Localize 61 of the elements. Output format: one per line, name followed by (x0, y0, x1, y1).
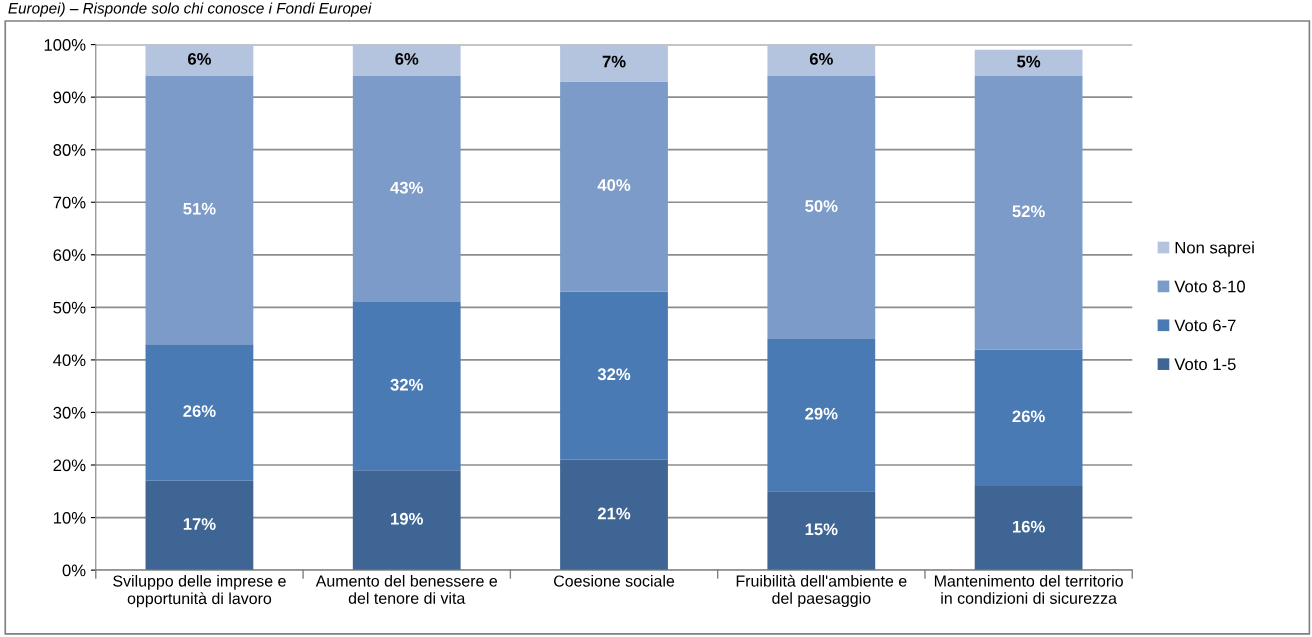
bar (974, 49, 1083, 77)
bar (145, 76, 254, 345)
y-tick-label: 20% (53, 459, 86, 472)
y-tick-label: 0% (62, 564, 86, 577)
data-label: 7% (602, 55, 626, 68)
bar (352, 302, 461, 471)
bar (767, 491, 876, 571)
legend-label: Voto 8-10 (1174, 280, 1245, 293)
data-label: 17% (183, 518, 216, 530)
bar (352, 76, 461, 303)
bar (352, 470, 461, 571)
data-label: 19% (391, 512, 423, 525)
bar (974, 349, 1083, 487)
x-tick-label: Aumento del benessere e del tenore di vita (315, 574, 498, 604)
legend-label: Voto 6-7 (1174, 319, 1236, 332)
bar (145, 44, 254, 77)
legend-label: Non saprei (1175, 241, 1254, 257)
bar (767, 338, 876, 492)
legend-label: Voto 1-5 (1174, 358, 1236, 371)
data-label: 26% (1012, 410, 1045, 423)
data-label: 15% (805, 523, 838, 536)
data-label: 21% (597, 507, 631, 520)
bar (560, 44, 668, 82)
bar (560, 81, 668, 292)
data-label: 50% (805, 200, 838, 212)
x-tick-label: Fruibilità dell'ambiente e del paesaggio (736, 574, 907, 608)
data-label: 29% (805, 407, 838, 420)
data-label: 16% (1012, 520, 1045, 533)
y-tick-label: 100% (44, 38, 86, 51)
x-tick-label: Sviluppo delle imprese e opportunità di lavoro (113, 574, 286, 608)
y-tick-label: 50% (53, 301, 86, 314)
bar (352, 44, 461, 77)
y-tick-label: 70% (53, 196, 86, 209)
y-tick-label: 60% (53, 249, 86, 261)
data-label: 5% (1017, 55, 1041, 68)
data-label: 32% (390, 378, 423, 391)
x-tick-label: Mantenimento del territorio in condizioni di sicurezza (934, 574, 1123, 604)
data-label: 6% (809, 53, 833, 65)
data-label: 6% (395, 53, 419, 65)
data-label: 51% (183, 202, 216, 215)
x-tick-label: Coesione sociale (554, 574, 675, 587)
y-tick-label: 90% (53, 91, 86, 104)
bar (145, 480, 254, 571)
bar (560, 459, 668, 571)
bar (767, 44, 876, 77)
bar (974, 486, 1083, 571)
data-label: 6% (187, 53, 212, 65)
y-tick-label: 80% (53, 144, 86, 156)
y-tick-label: 40% (53, 354, 86, 367)
bar (767, 76, 876, 339)
data-label: 32% (597, 368, 631, 381)
data-label: 43% (390, 181, 423, 194)
bar (145, 344, 254, 481)
text: Europei) – Risponde solo chi conosce i Fondi Europei (8, 2, 372, 17)
y-tick-label: 10% (53, 511, 86, 524)
bar (974, 76, 1083, 350)
bar (560, 291, 668, 460)
data-label: 40% (597, 179, 631, 191)
data-label: 52% (1012, 205, 1045, 218)
y-tick-label: 30% (53, 406, 86, 419)
data-label: 26% (183, 405, 216, 417)
